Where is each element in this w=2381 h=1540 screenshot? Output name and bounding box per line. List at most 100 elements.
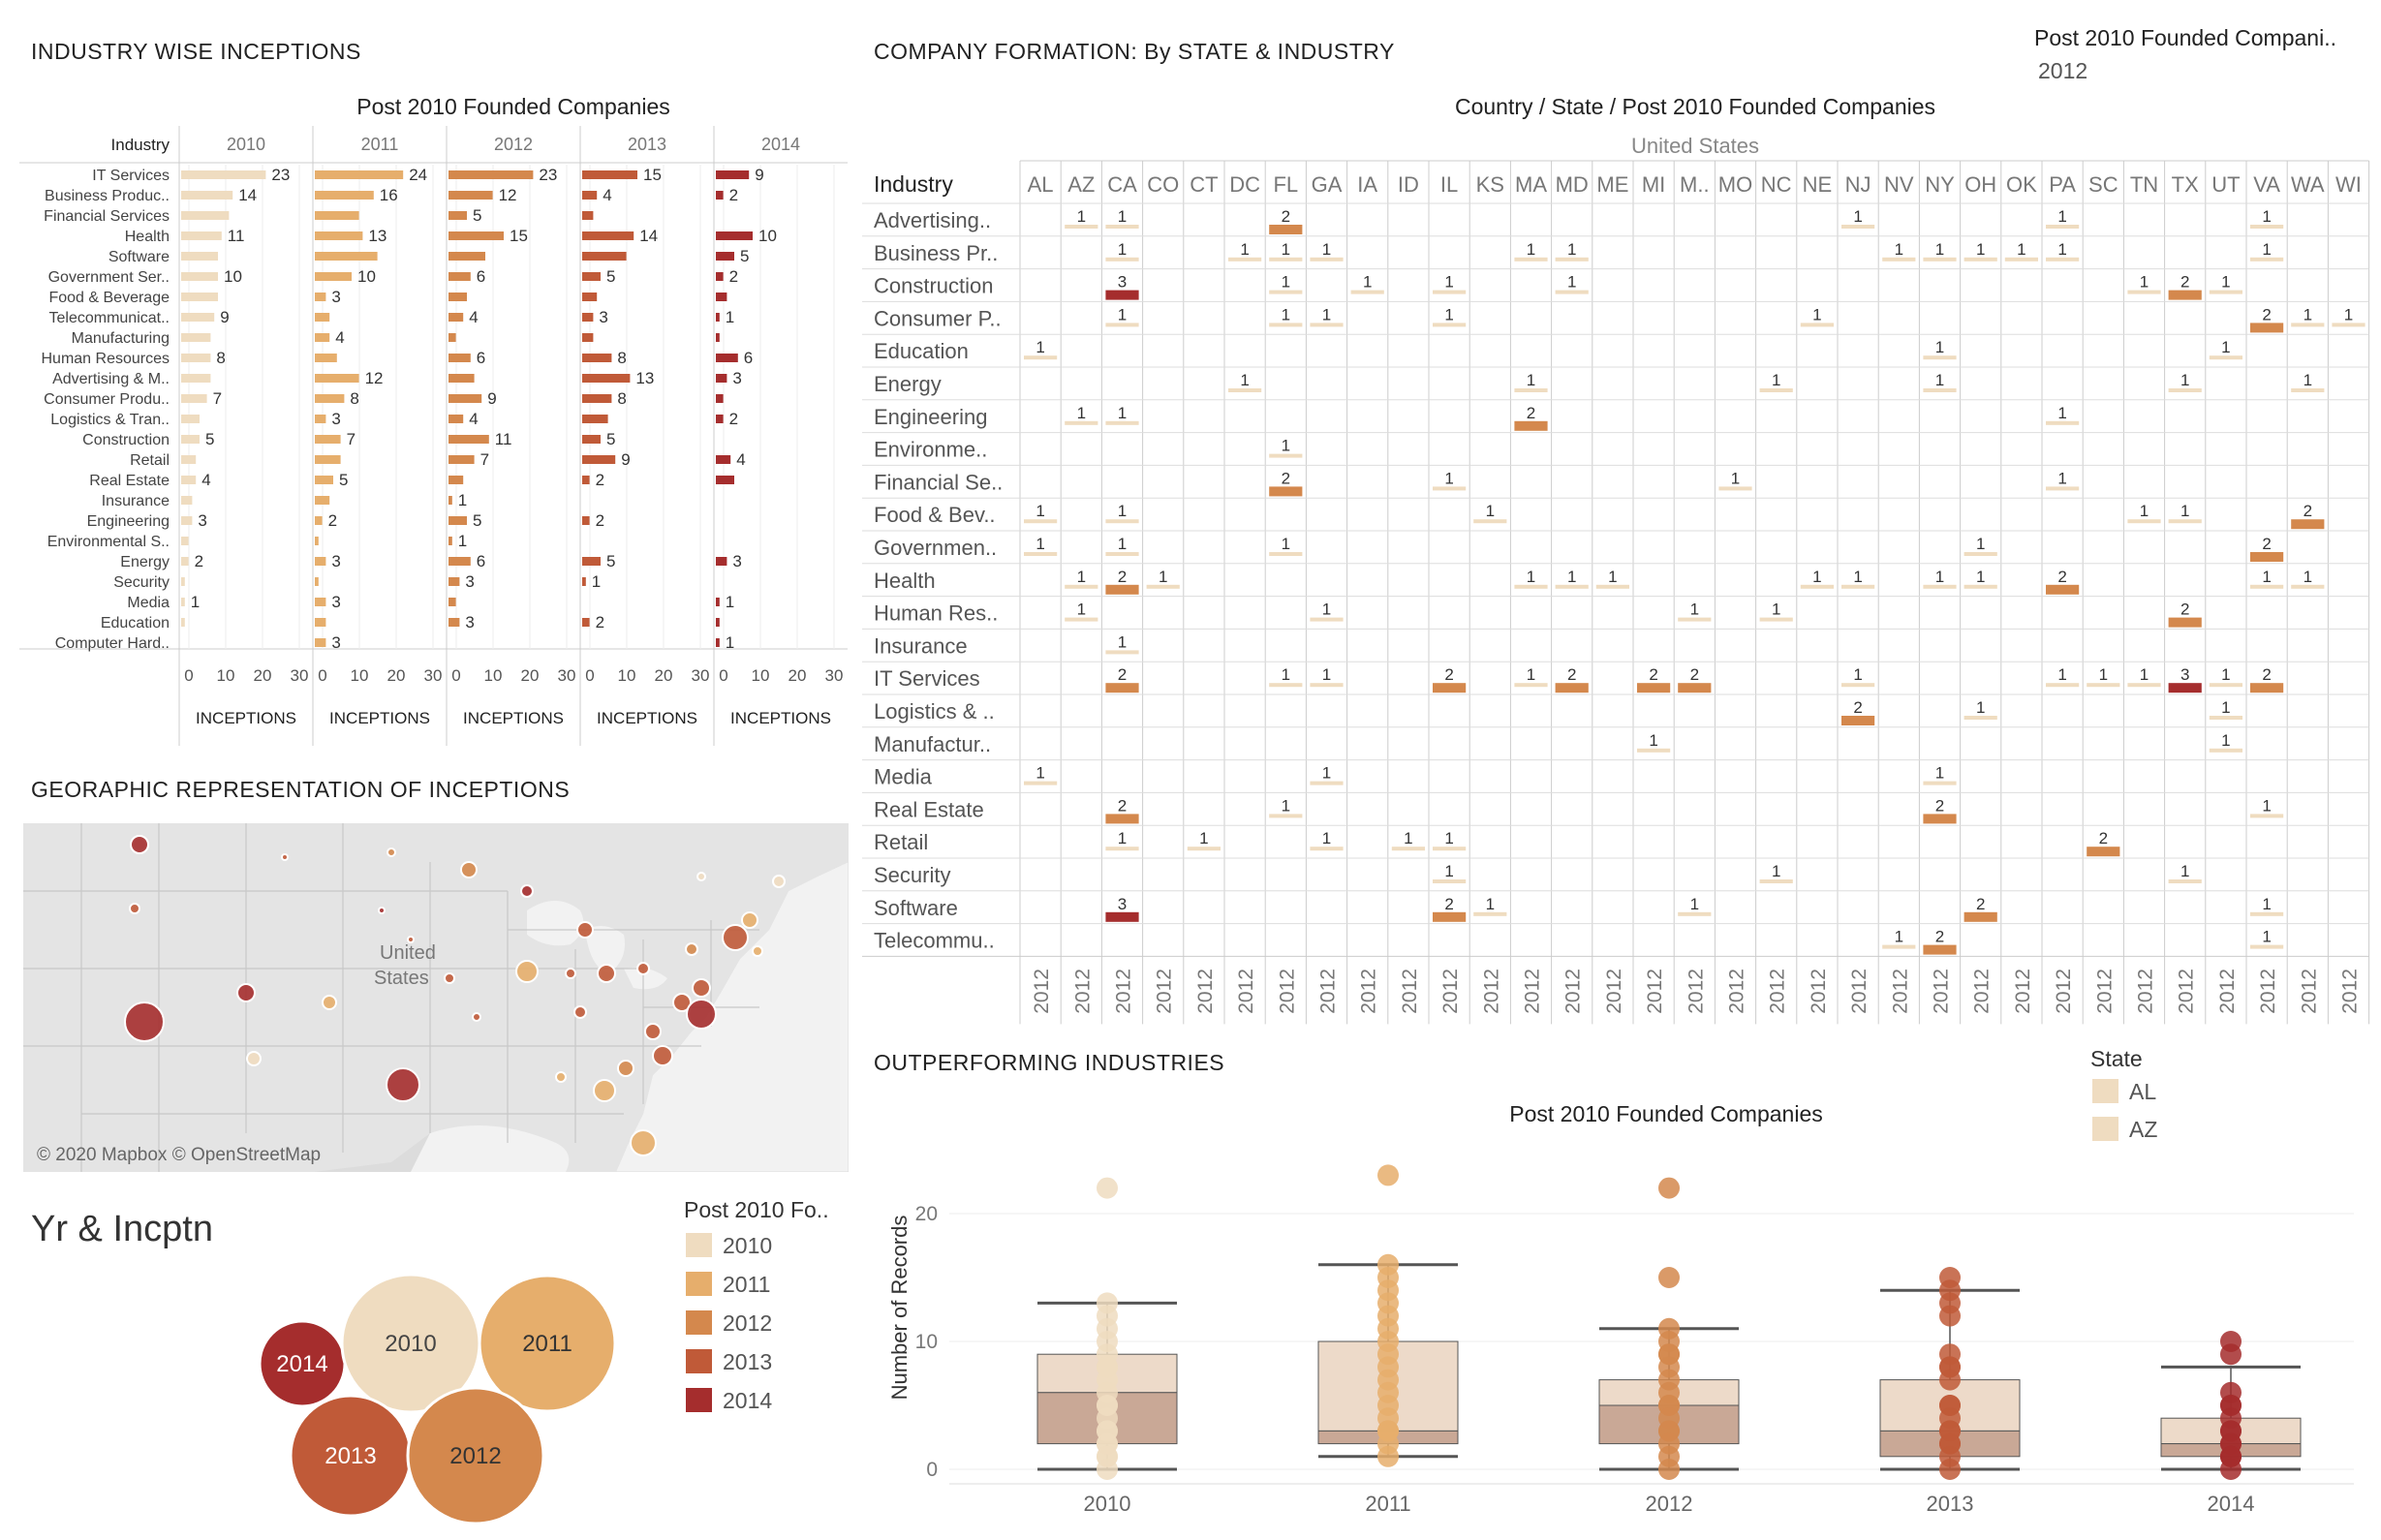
year-bubble-chart: 2014 2010 2011 2013 2012 <box>258 1273 617 1525</box>
map-dot <box>472 1012 481 1022</box>
heatmap-industry: Human Res.. <box>874 601 998 626</box>
bar-label: 3 <box>465 613 474 631</box>
company-formation-heatmap: Country / State / Post 2010 Founded Comp… <box>862 94 2370 1025</box>
map-dot <box>686 999 717 1030</box>
heat-value: 1 <box>2099 665 2108 684</box>
heat-value: 1 <box>1118 535 1127 553</box>
map-dot <box>597 964 616 983</box>
heat-value: 1 <box>1895 240 1903 259</box>
bubble-legend-label: 2010 <box>723 1233 773 1258</box>
heat-value: 1 <box>2304 371 2312 389</box>
industry-label: Environmental S.. <box>47 534 170 550</box>
heat-cell <box>1923 944 1957 955</box>
map-country-label: United States <box>374 942 436 989</box>
heat-value: 1 <box>1036 338 1044 356</box>
heat-cell <box>1433 879 1467 883</box>
heat-cell <box>1433 683 1467 693</box>
state-DC: DC <box>1229 172 1260 197</box>
industry-label: Logistics & Tran.. <box>50 412 170 428</box>
heat-cell <box>2127 683 2161 688</box>
heatmap-industry: Security <box>874 863 950 887</box>
heat-value: 1 <box>1895 928 1903 946</box>
geo-title: GEORAPHIC REPRESENTATION OF INCEPTIONS <box>31 777 571 802</box>
heat-value: 1 <box>2221 665 2230 684</box>
heat-value: 1 <box>2057 665 2066 684</box>
heat-value: 1 <box>1363 273 1372 292</box>
heat-value: 1 <box>1322 601 1331 619</box>
heatmap-industry: Logistics & .. <box>874 699 995 724</box>
heat-value: 1 <box>1322 305 1331 323</box>
bar-label: 10 <box>758 227 777 245</box>
state-M..: M.. <box>1680 172 1710 197</box>
heatmap-industry: Education <box>874 339 969 363</box>
heat-value: 2 <box>2057 568 2066 586</box>
bar-label: 5 <box>606 430 615 448</box>
heat-cell <box>2250 911 2284 916</box>
heatmap-row-header: Industry <box>874 171 953 197</box>
industry-wise-title: INDUSTRY WISE INCEPTIONS <box>31 39 361 64</box>
inceptions-map[interactable]: United States © 2020 Mapbox © OpenStreetM… <box>23 823 849 1172</box>
bar-label: 15 <box>510 227 528 245</box>
map-dot <box>576 921 594 939</box>
bar-2012 <box>448 394 482 403</box>
heat-value: 1 <box>1772 601 1780 619</box>
heat-cell <box>1514 683 1548 688</box>
axis-label-inceptions: INCEPTIONS <box>730 709 831 727</box>
heat-cell <box>1800 584 1834 589</box>
heat-value: 1 <box>1322 764 1331 783</box>
heat-value: 2 <box>2304 502 2312 520</box>
year-label: 2012 <box>1113 969 1135 1014</box>
state-NV: NV <box>1884 172 1914 197</box>
heat-value: 1 <box>2221 273 2230 292</box>
map-dot <box>644 1023 662 1040</box>
heat-value: 2 <box>2262 665 2271 684</box>
bubble-legend-title: Post 2010 Fo.. <box>684 1197 829 1222</box>
year-label: 2012 <box>1317 969 1340 1014</box>
state-AL: AL <box>1028 172 1054 197</box>
heat-cell <box>2250 584 2284 589</box>
heat-cell <box>1105 420 1139 425</box>
bar-label: 1 <box>592 572 601 591</box>
heat-cell <box>1269 225 1303 234</box>
bar-2014 <box>716 598 720 606</box>
heat-value: 2 <box>1853 698 1862 717</box>
heat-value: 1 <box>1118 240 1127 259</box>
axis-label-inceptions: INCEPTIONS <box>329 709 430 727</box>
bar-label: 6 <box>477 349 485 367</box>
heat-cell <box>1105 225 1139 229</box>
heat-value: 2 <box>2262 305 2271 323</box>
state-WI: WI <box>2335 172 2362 197</box>
heat-cell <box>1882 944 1916 949</box>
box-point-2014 <box>2220 1343 2242 1366</box>
heat-value: 1 <box>2304 568 2312 586</box>
bar-label: 1 <box>191 593 200 611</box>
heat-value: 1 <box>1077 207 1086 226</box>
heat-value: 1 <box>1444 862 1453 880</box>
axis-tick: 30 <box>424 666 443 685</box>
box-point-2013 <box>1939 1459 1961 1480</box>
axis-tick: 10 <box>618 666 636 685</box>
bar-2011 <box>315 170 404 179</box>
bar-label: 8 <box>617 389 626 408</box>
bar-2010 <box>181 577 185 586</box>
map-dot <box>520 884 534 898</box>
bar-2012 <box>448 435 489 444</box>
bar-label: 5 <box>473 206 481 225</box>
heat-value: 1 <box>1404 829 1412 847</box>
heat-value: 2 <box>1444 895 1453 913</box>
bar-2010 <box>181 333 211 342</box>
heat-value: 1 <box>1036 535 1044 553</box>
bar-2011 <box>315 476 333 484</box>
heat-cell <box>1269 814 1303 818</box>
heat-cell <box>1105 257 1139 262</box>
state-AZ: AZ <box>1067 172 1095 197</box>
state-PA: PA <box>2049 172 2076 197</box>
state-UT: UT <box>2211 172 2240 197</box>
year-filter[interactable]: Post 2010 Founded Compani.. 2012 <box>2034 25 2364 83</box>
heat-value: 1 <box>1853 665 1862 684</box>
outperforming-title: OUTPERFORMING INDUSTRIES <box>874 1050 1225 1075</box>
year-filter-value[interactable]: 2012 <box>2038 58 2088 83</box>
heat-cell <box>2291 388 2325 392</box>
heatmap-industry: Real Estate <box>874 797 984 821</box>
heat-value: 1 <box>1322 665 1331 684</box>
